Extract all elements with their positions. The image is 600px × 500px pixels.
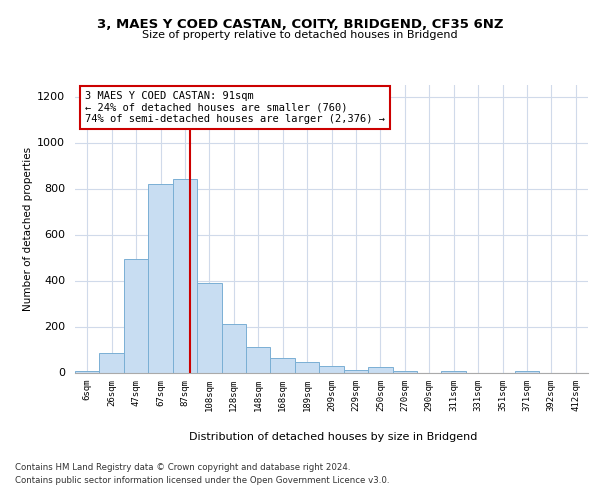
Bar [246, 347, 271, 372]
Text: 3, MAES Y COED CASTAN, COITY, BRIDGEND, CF35 6NZ: 3, MAES Y COED CASTAN, COITY, BRIDGEND, … [97, 18, 503, 30]
Bar [344, 370, 368, 372]
Bar [148, 184, 173, 372]
Bar [271, 358, 295, 372]
Text: Size of property relative to detached houses in Bridgend: Size of property relative to detached ho… [142, 30, 458, 40]
Bar [173, 180, 197, 372]
Text: 3 MAES Y COED CASTAN: 91sqm
← 24% of detached houses are smaller (760)
74% of se: 3 MAES Y COED CASTAN: 91sqm ← 24% of det… [85, 91, 385, 124]
Bar [100, 353, 124, 372]
Bar [221, 324, 246, 372]
Bar [319, 366, 344, 372]
Bar [295, 362, 319, 372]
Bar [197, 283, 221, 372]
Bar [368, 367, 392, 372]
Y-axis label: Number of detached properties: Number of detached properties [23, 146, 33, 311]
Text: Contains public sector information licensed under the Open Government Licence v3: Contains public sector information licen… [15, 476, 389, 485]
Text: Distribution of detached houses by size in Bridgend: Distribution of detached houses by size … [189, 432, 477, 442]
Bar [124, 258, 148, 372]
Text: Contains HM Land Registry data © Crown copyright and database right 2024.: Contains HM Land Registry data © Crown c… [15, 464, 350, 472]
